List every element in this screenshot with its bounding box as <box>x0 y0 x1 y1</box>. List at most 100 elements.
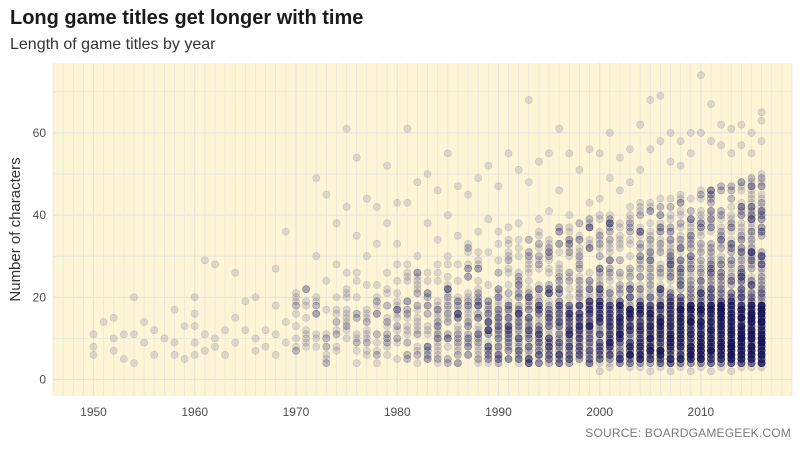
data-point <box>595 301 604 310</box>
data-point <box>433 355 442 363</box>
data-point <box>464 264 472 273</box>
data-point <box>595 350 604 359</box>
data-point <box>595 359 604 367</box>
data-point <box>555 272 564 281</box>
data-point <box>757 363 766 372</box>
data-point <box>393 322 402 330</box>
data-point <box>626 145 634 154</box>
data-point <box>514 334 523 343</box>
data-point <box>524 293 533 302</box>
data-point <box>636 326 645 335</box>
data-point <box>180 322 189 330</box>
data-point <box>605 272 614 281</box>
data-point <box>595 281 604 289</box>
data-point <box>332 309 341 318</box>
data-point <box>555 313 564 322</box>
data-point <box>464 330 472 339</box>
data-point <box>595 309 604 318</box>
data-point <box>717 120 725 129</box>
data-point <box>464 330 472 339</box>
data-point <box>494 334 503 343</box>
data-point <box>535 322 543 330</box>
data-point <box>484 318 493 326</box>
data-point <box>666 367 675 376</box>
data-point <box>555 338 564 347</box>
data-point <box>535 346 543 355</box>
data-point <box>565 309 574 318</box>
data-point <box>535 313 543 322</box>
data-point <box>565 309 574 318</box>
data-point <box>545 322 553 330</box>
data-point <box>555 124 564 133</box>
data-point <box>372 346 381 355</box>
data-point <box>707 260 715 269</box>
data-point <box>494 313 503 322</box>
data-point <box>464 239 472 248</box>
data-point <box>575 342 584 351</box>
data-point <box>575 301 584 310</box>
data-point <box>595 346 604 355</box>
data-point <box>595 252 604 261</box>
data-point <box>423 350 432 359</box>
data-point <box>281 318 290 326</box>
data-point <box>342 289 351 298</box>
data-point <box>545 346 553 355</box>
data-point <box>646 207 655 215</box>
data-point <box>595 355 604 363</box>
data-point <box>261 342 270 351</box>
data-point <box>697 223 705 232</box>
data-point <box>433 330 442 339</box>
data-point <box>514 309 523 318</box>
data-point <box>524 256 533 265</box>
data-point <box>474 227 483 236</box>
data-point <box>565 309 574 318</box>
data-point <box>413 268 422 277</box>
data-point <box>453 297 462 306</box>
data-point <box>423 293 432 302</box>
data-point <box>585 355 594 363</box>
data-point <box>494 322 503 330</box>
data-point <box>362 281 371 289</box>
data-point <box>565 301 574 310</box>
data-point <box>605 346 614 355</box>
x-axis-ticks: 1950 1960 1970 1980 1990 2000 2010 <box>80 405 714 419</box>
data-point <box>585 281 594 289</box>
data-point <box>575 342 584 351</box>
data-point <box>595 342 604 351</box>
data-point <box>595 346 604 355</box>
data-point <box>372 330 381 339</box>
data-point <box>636 202 645 211</box>
data-point <box>403 260 412 269</box>
data-point <box>342 322 351 330</box>
data-point <box>484 330 493 339</box>
data-point <box>484 313 493 322</box>
data-point <box>545 338 553 347</box>
data-point <box>474 309 483 318</box>
data-point <box>595 297 604 306</box>
data-point <box>474 334 483 343</box>
data-point <box>595 318 604 326</box>
data-point <box>474 248 483 256</box>
data-point <box>595 330 604 339</box>
data-point <box>464 297 472 306</box>
data-point <box>555 305 564 314</box>
data-point <box>494 293 503 302</box>
data-point <box>605 318 614 326</box>
data-points <box>89 71 766 376</box>
data-point <box>565 338 574 347</box>
data-point <box>676 231 685 240</box>
data-point <box>605 313 614 322</box>
data-point <box>383 322 391 330</box>
data-point <box>504 313 513 322</box>
data-point <box>504 309 513 318</box>
data-point <box>555 318 564 326</box>
data-point <box>707 355 715 363</box>
data-point <box>524 355 533 363</box>
data-point <box>545 313 553 322</box>
data-point <box>474 313 483 322</box>
data-point <box>423 289 432 298</box>
data-point <box>595 239 604 248</box>
data-point <box>585 338 594 347</box>
data-point <box>413 252 422 261</box>
data-point <box>504 338 513 347</box>
